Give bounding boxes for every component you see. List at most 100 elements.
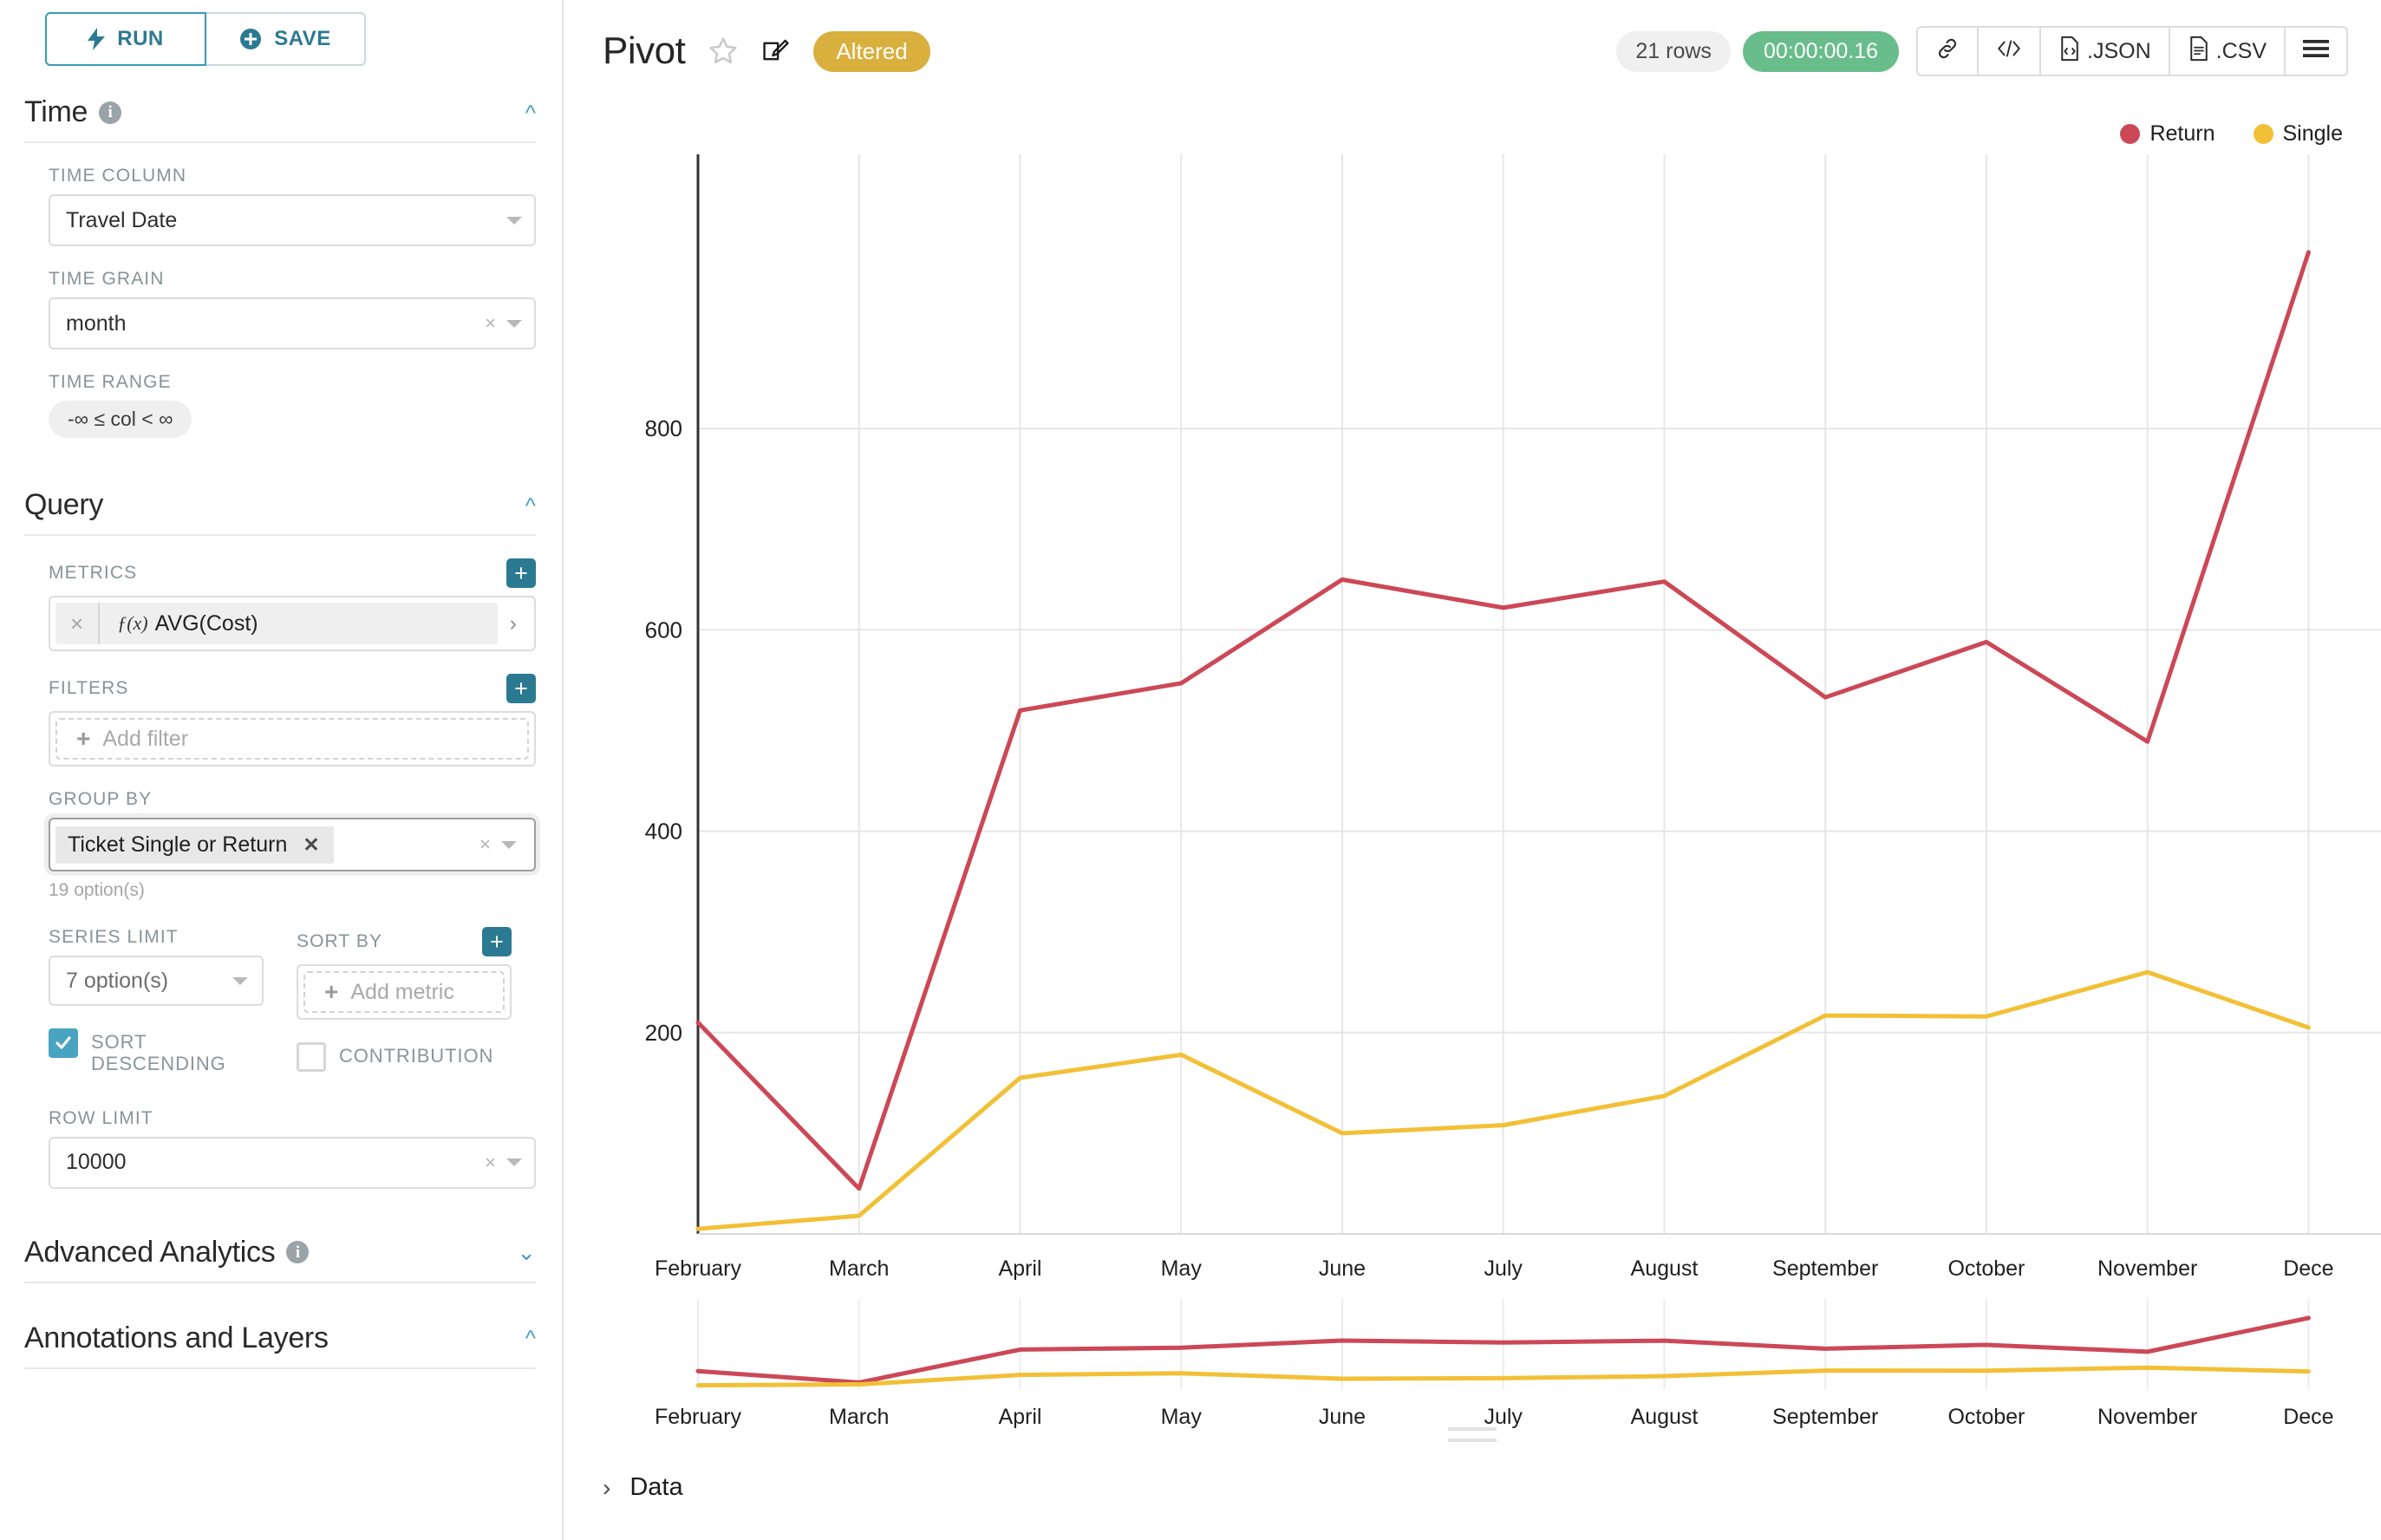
json-label: .JSON	[2087, 38, 2151, 63]
metrics-label: METRICS	[49, 563, 138, 583]
group-by-field: GROUP BY Ticket Single or Return ✕ × 19 …	[49, 767, 536, 901]
status-badge[interactable]: Altered	[813, 30, 930, 72]
advanced-analytics-header[interactable]: Advanced Analytics i ⌄	[24, 1189, 536, 1283]
more-menu-button[interactable]	[2286, 28, 2346, 75]
contribution-checkbox[interactable]	[297, 1042, 326, 1072]
chevron-down-icon[interactable]: ⌄	[517, 1239, 536, 1266]
time-column-value: Travel Date	[66, 207, 178, 232]
clear-icon[interactable]: ×	[479, 833, 491, 855]
contribution-row[interactable]: CONTRIBUTION	[297, 1042, 512, 1072]
lightning-icon	[88, 28, 106, 50]
time-range-value[interactable]: -∞ ≤ col < ∞	[49, 401, 192, 438]
add-metric-button[interactable]: +	[506, 558, 536, 588]
legend-label: Single	[2282, 121, 2344, 146]
x-axis-tick: February	[655, 1256, 742, 1281]
hamburger-menu-icon	[2303, 38, 2329, 65]
time-column-label: TIME COLUMN	[49, 166, 187, 186]
add-filter-dropzone[interactable]: + Add filter	[55, 718, 529, 760]
time-section-header[interactable]: Time i ^	[24, 66, 536, 143]
y-axis-tick: 800	[645, 415, 682, 441]
plus-icon: +	[76, 724, 91, 752]
time-grain-field: TIME GRAIN month ×	[49, 246, 536, 349]
x-axis-tick: May	[1161, 1256, 1203, 1281]
limit-sort-row: SERIES LIMIT 7 option(s) SORT DESCENDING…	[49, 901, 536, 1075]
csv-label: .CSV	[2215, 38, 2267, 63]
info-icon[interactable]: i	[99, 101, 122, 124]
clear-icon[interactable]: ×	[485, 1151, 496, 1173]
x-axis-tick: October	[1947, 1256, 2025, 1281]
legend-item-single[interactable]: Single	[2253, 121, 2344, 147]
series-line-single[interactable]	[695, 969, 2311, 1231]
download-json-button[interactable]: .JSON	[2041, 28, 2170, 75]
add-filter-button[interactable]: +	[506, 674, 536, 703]
clear-icon[interactable]: ×	[485, 312, 496, 334]
chart-legend: Return Single	[2120, 121, 2343, 147]
remove-metric-icon[interactable]: ×	[55, 603, 101, 644]
add-sort-metric-dropzone[interactable]: + Add metric	[303, 971, 505, 1013]
sort-by-control[interactable]: + Add metric	[297, 964, 512, 1020]
group-by-select[interactable]: Ticket Single or Return ✕ ×	[49, 818, 536, 871]
chevron-up-icon[interactable]: ^	[525, 492, 536, 519]
series-line-return[interactable]	[695, 250, 2311, 1191]
row-limit-value: 10000	[66, 1150, 127, 1175]
group-by-tag[interactable]: Ticket Single or Return ✕	[55, 825, 334, 864]
chevron-up-icon[interactable]: ^	[525, 1325, 536, 1352]
time-grain-value: month	[66, 310, 127, 336]
brush-x-axis-tick: August	[1631, 1405, 1699, 1429]
view-query-button[interactable]	[1979, 28, 2042, 75]
save-button-label: SAVE	[274, 27, 331, 50]
y-axis-tick: 200	[645, 1020, 682, 1046]
add-sort-metric-button[interactable]: +	[482, 927, 512, 956]
series-limit-label: SERIES LIMIT	[49, 927, 179, 947]
time-section-title: Time	[24, 95, 88, 128]
series-limit-value: 7 option(s)	[66, 968, 169, 993]
annotations-title: Annotations and Layers	[24, 1321, 329, 1354]
chevron-down-icon[interactable]	[232, 977, 248, 985]
time-grain-select[interactable]: month ×	[49, 297, 536, 349]
brush-series-return[interactable]	[695, 1315, 2311, 1385]
y-axis-tick: 400	[645, 819, 682, 845]
info-icon[interactable]: i	[286, 1241, 310, 1264]
query-section-header[interactable]: Query ^	[24, 438, 536, 536]
remove-tag-icon[interactable]: ✕	[303, 832, 320, 856]
chevron-right-icon[interactable]: ›	[509, 610, 517, 636]
legend-swatch	[2120, 124, 2141, 144]
x-axis-tick: July	[1484, 1256, 1523, 1281]
metrics-control[interactable]: × ƒ(x) AVG(Cost) ›	[49, 596, 536, 651]
sort-descending-checkbox[interactable]	[49, 1028, 78, 1058]
sort-by-field: SORT BY + + Add metric CONTRIBUTION	[297, 927, 512, 1075]
share-link-button[interactable]	[1918, 28, 1980, 75]
chevron-down-icon[interactable]	[506, 1158, 522, 1166]
row-limit-label: ROW LIMIT	[49, 1107, 153, 1128]
series-limit-select[interactable]: 7 option(s)	[49, 956, 264, 1006]
run-button[interactable]: RUN	[45, 12, 206, 66]
brush-series-single[interactable]	[695, 1365, 2311, 1388]
time-column-select[interactable]: Travel Date	[49, 194, 536, 246]
brush-x-axis-tick: Dece	[2283, 1405, 2333, 1429]
edit-pencil-icon[interactable]	[761, 36, 791, 66]
group-by-tag-label: Ticket Single or Return	[68, 832, 288, 857]
data-panel-toggle[interactable]: › Data	[603, 1473, 683, 1502]
series-limit-field: SERIES LIMIT 7 option(s) SORT DESCENDING	[49, 927, 264, 1075]
chevron-down-icon[interactable]	[506, 217, 522, 225]
legend-item-return[interactable]: Return	[2120, 121, 2215, 147]
save-button[interactable]: SAVE	[206, 12, 366, 66]
brush-x-axis-tick: September	[1772, 1405, 1878, 1429]
annotations-header[interactable]: Annotations and Layers ^	[24, 1283, 536, 1369]
sort-descending-row[interactable]: SORT DESCENDING	[49, 1028, 264, 1075]
row-limit-select[interactable]: 10000 ×	[49, 1136, 536, 1189]
plus-circle-icon	[239, 28, 262, 50]
filters-control[interactable]: + Add filter	[49, 711, 536, 767]
legend-swatch	[2253, 124, 2273, 144]
chevron-up-icon[interactable]: ^	[525, 99, 536, 126]
star-icon[interactable]	[708, 36, 739, 67]
x-axis-tick: September	[1772, 1256, 1878, 1281]
line-chart-svg[interactable]: 200 400 600 800 February March April May June Jul…	[564, 102, 2381, 1540]
chevron-down-icon[interactable]	[501, 841, 517, 849]
plot-wrapper: 200 400 600 800 February March April May June Jul…	[564, 102, 2381, 1540]
query-timer-badge[interactable]: 00:00:00.16	[1742, 30, 1900, 72]
download-csv-button[interactable]: .CSV	[2169, 28, 2286, 75]
chevron-down-icon[interactable]	[506, 320, 522, 328]
metric-chip[interactable]: × ƒ(x) AVG(Cost)	[55, 603, 498, 644]
